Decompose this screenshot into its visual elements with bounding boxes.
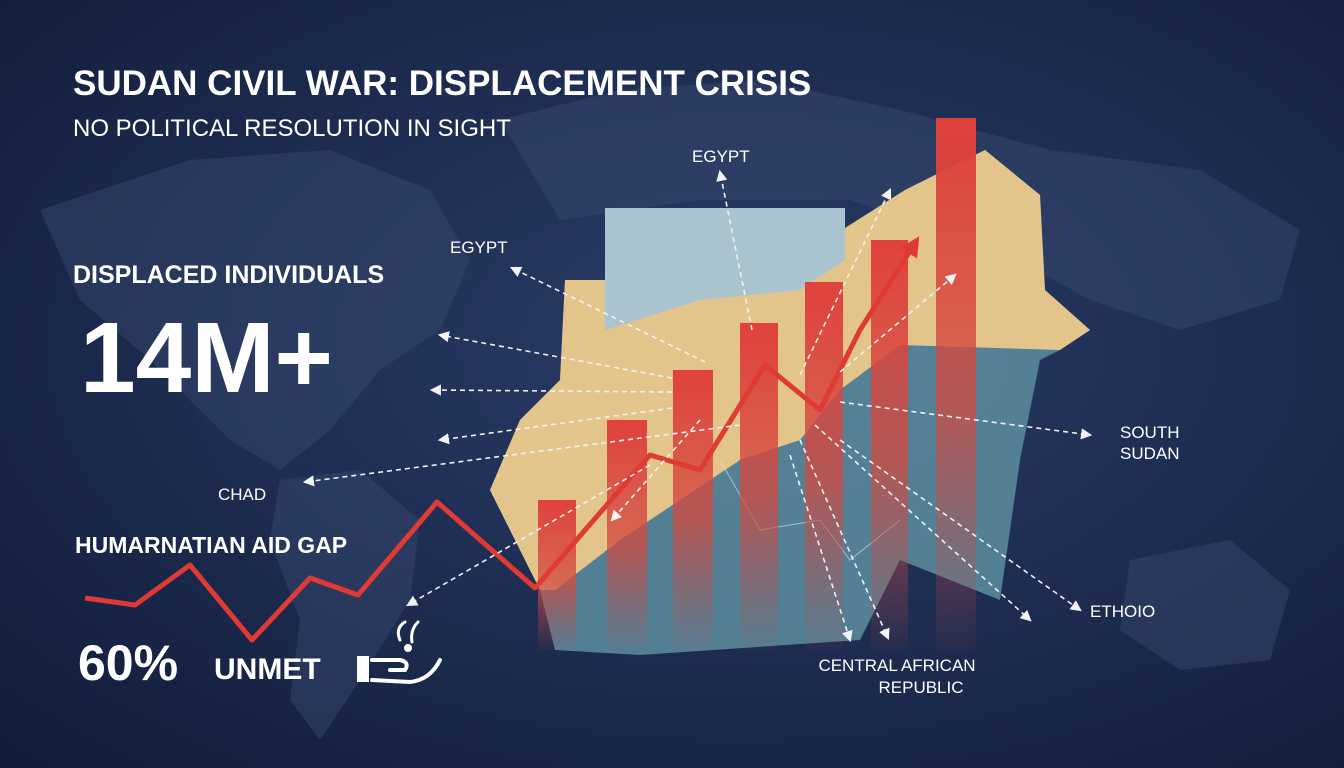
stat-unit: UNMET — [214, 653, 321, 686]
stat-label: DISPLACED INDIVIDUALS — [73, 261, 384, 289]
country-label: EGYPT — [692, 147, 750, 166]
country-label: ETHOIO — [1090, 602, 1155, 621]
trend-line — [84, 236, 920, 643]
country-label: SUDAN — [1120, 444, 1180, 463]
title: SUDAN CIVIL WAR: DISPLACEMENT CRISIS — [73, 64, 811, 103]
country-label: CENTRAL AFRICAN — [818, 656, 975, 675]
stat-label: HUMARNATIAN AID GAP — [75, 532, 347, 558]
country-label: EGYPT — [450, 238, 508, 257]
stat-value: 14M+ — [80, 302, 333, 414]
arrows — [302, 169, 1093, 643]
subtitle: NO POLITICAL RESOLUTION IN SIGHT — [73, 115, 511, 142]
country-label: CHAD — [218, 485, 266, 504]
stat-value: 60% — [78, 635, 178, 691]
country-label: REPUBLIC — [878, 678, 963, 697]
country-label: SOUTH — [1120, 423, 1180, 442]
aid-icon — [357, 620, 442, 685]
